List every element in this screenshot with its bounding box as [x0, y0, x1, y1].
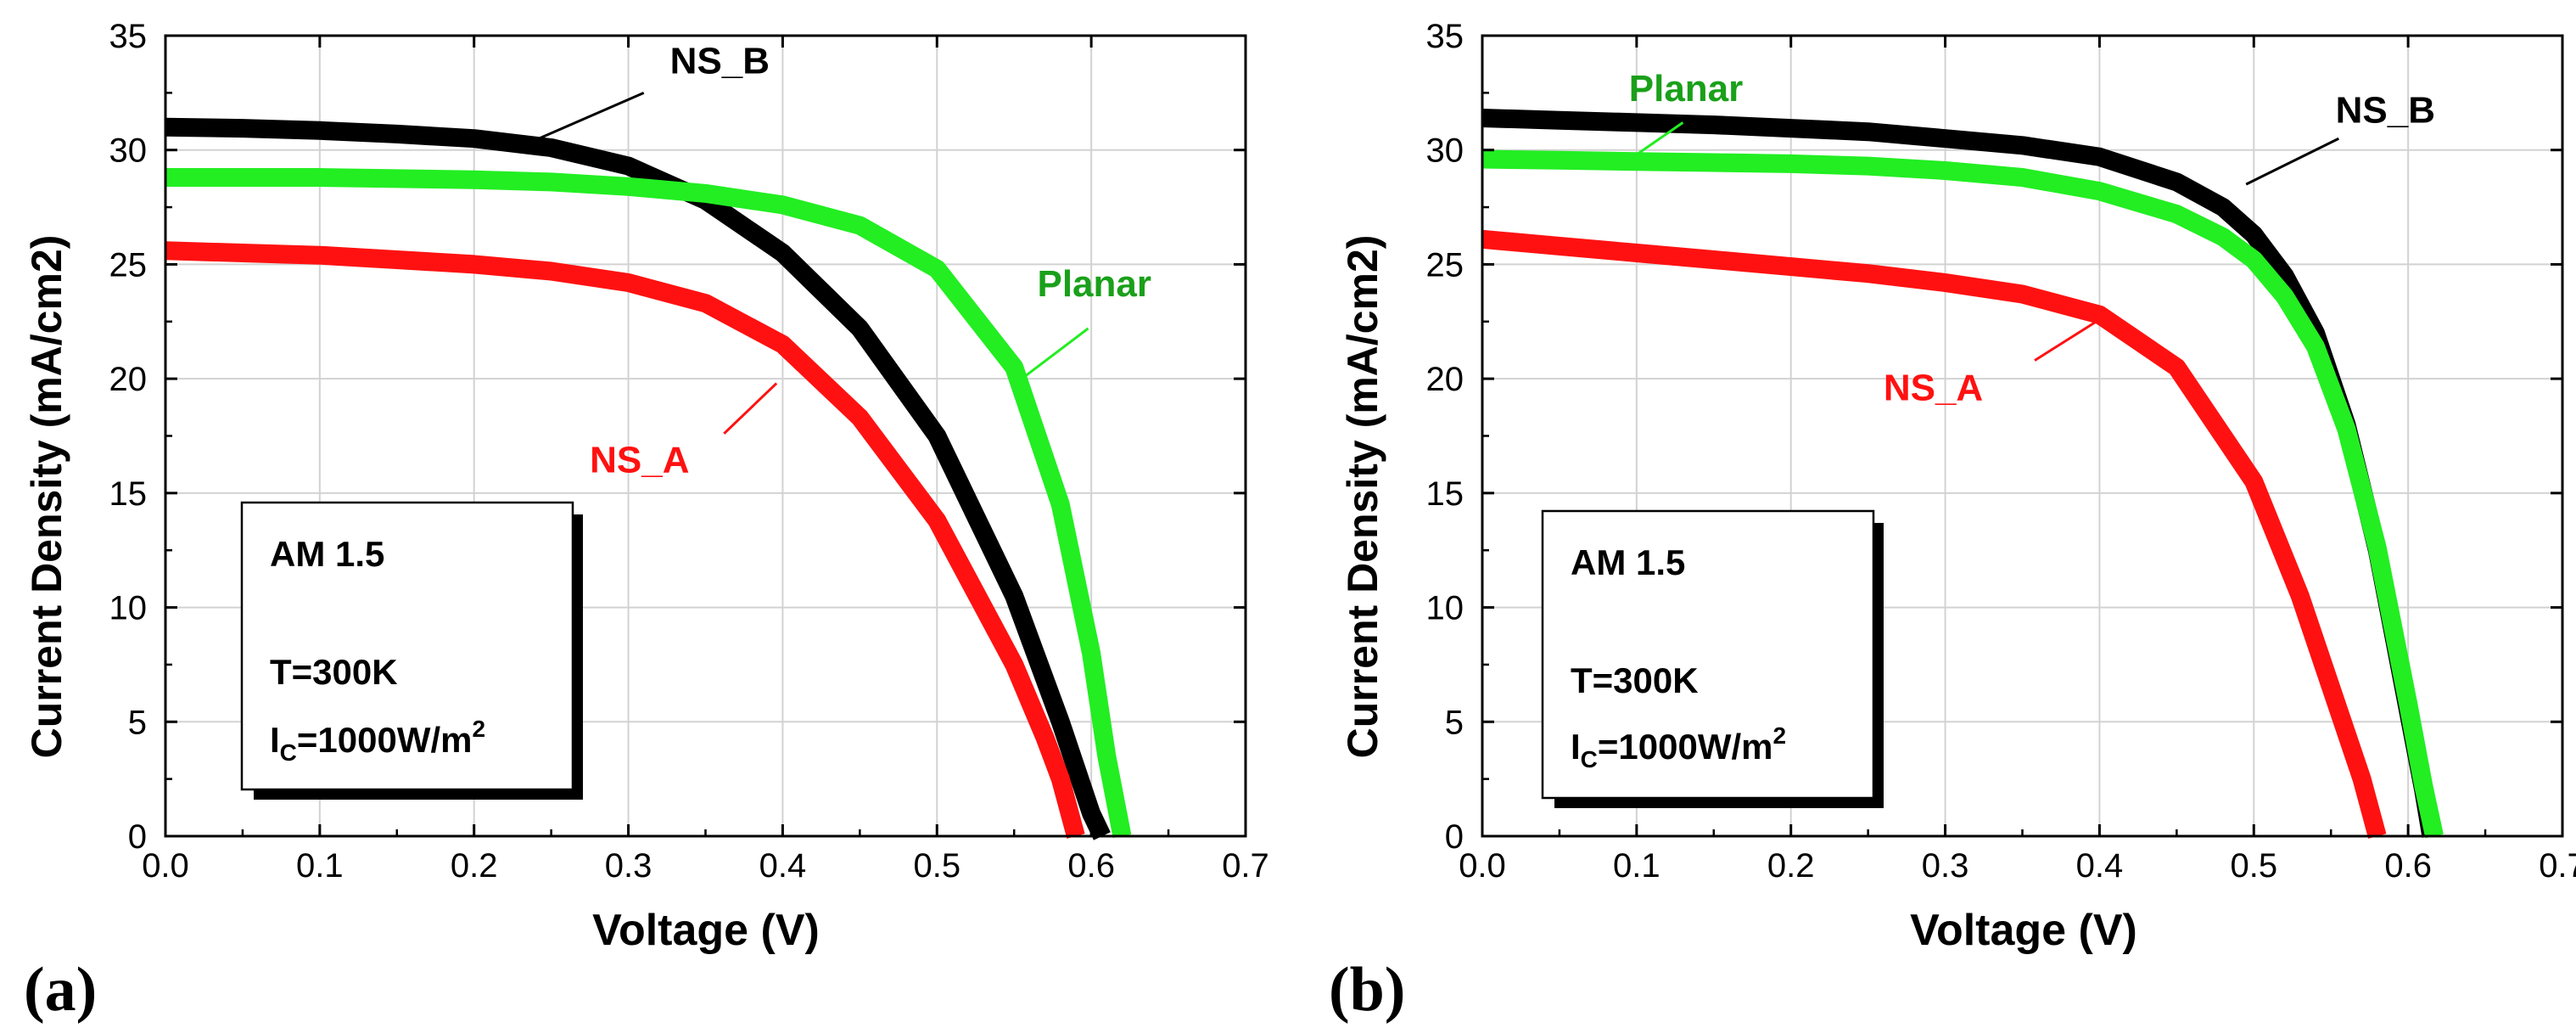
chart-b-x-axis-label: Voltage (V): [1910, 906, 2137, 955]
chart-a-x-tick-label: 0.3: [605, 847, 652, 885]
chart-b-y-tick-label: 10: [1426, 590, 1464, 627]
chart-b-tick-labels: 0.0 0.1 0.2 0.3 0.4 0.5 0.6 0.7 0 5 10 15 20 25 30 35: [1426, 18, 2576, 885]
chart-b-annotation-planar-label: Planar: [1629, 68, 1744, 110]
chart-a-annotation-ns-a-leader: [723, 382, 778, 435]
chart-b-info-box-border: [1541, 509, 1875, 800]
chart-b-info-box: AM 1.5 T=300K IC=1000W/m2: [1541, 509, 1884, 808]
chart-b-annotation-ns-b-leader: [2245, 137, 2339, 186]
chart-b-annotation-ns-a-leader: [2034, 313, 2108, 362]
chart-a-info-box: AM 1.5 T=300K IC=1000W/m2: [240, 501, 583, 800]
chart-b-irradiance-symbol: I: [1571, 727, 1581, 767]
chart-a-x-tick-label: 0.6: [1067, 847, 1115, 885]
chart-panel-b: 0.0 0.1 0.2 0.3 0.4 0.5 0.6 0.7 0 5 10 15 20 25 30 35 P…: [1329, 18, 2576, 1025]
chart-a-annotation-planar-leader: [1015, 327, 1089, 385]
chart-a-annotation-labels: NS_B Planar NS_A: [590, 40, 1151, 480]
chart-a-annotation-planar-label: Planar: [1037, 263, 1151, 305]
chart-a-annotation-ns-b-leader: [512, 91, 645, 152]
chart-a-y-tick-label: 20: [109, 361, 148, 398]
chart-a-x-tick-label: 0.0: [142, 847, 189, 885]
chart-b-x-tick-label: 0.6: [2384, 847, 2432, 885]
chart-b-y-tick-label: 0: [1445, 818, 1464, 856]
chart-b-irradiance-value: =1000W/m: [1598, 727, 1773, 767]
chart-b-x-tick-label: 0.0: [1459, 847, 1506, 885]
chart-a-series-ns-a-line: [165, 241, 1085, 839]
chart-b-irradiance-superscript: 2: [1773, 722, 1787, 749]
chart-a-annotation-ns-b-label: NS_B: [670, 40, 770, 81]
chart-b-y-tick-label: 15: [1426, 475, 1464, 513]
chart-a-irradiance-subscript: C: [280, 739, 297, 766]
chart-a-y-tick-label: 30: [109, 132, 148, 170]
chart-a-irradiance-value: =1000W/m: [297, 720, 473, 760]
chart-a-ticks: [164, 34, 1247, 838]
chart-b-annotation-leaders: [1636, 121, 2339, 362]
chart-a-y-tick-label: 0: [128, 818, 147, 856]
chart-b-x-tick-label: 0.4: [2076, 847, 2124, 885]
chart-a-irradiance-symbol: I: [270, 720, 280, 760]
chart-a-info-line-irradiance: IC=1000W/m2: [270, 716, 485, 766]
chart-a-series-planar-line: [165, 168, 1132, 839]
chart-a-x-tick-label: 0.4: [759, 847, 807, 885]
chart-a-irradiance-superscript: 2: [473, 716, 486, 742]
chart-b-x-tick-label: 0.2: [1767, 847, 1815, 885]
chart-a-y-tick-label: 25: [109, 246, 148, 284]
chart-b-irradiance-subscript: C: [1581, 746, 1598, 772]
chart-a-tick-labels: 0.0 0.1 0.2 0.3 0.4 0.5 0.6 0.7 0 5 10 15 20 25 30 35: [109, 18, 1269, 885]
chart-a-y-tick-label: 35: [109, 18, 148, 55]
chart-b-info-line-am: AM 1.5: [1571, 542, 1685, 582]
chart-b-x-tick-label: 0.1: [1613, 847, 1660, 885]
chart-b-series-lines: [1481, 109, 2444, 839]
chart-b-series-planar-line: [1481, 149, 2444, 839]
chart-b-annotation-labels: Planar NS_B NS_A: [1629, 68, 2435, 409]
chart-a-series-lines: [165, 117, 1132, 840]
chart-b-y-axis-label: Current Density (mA/cm2): [1339, 235, 1386, 759]
chart-b-y-tick-label: 25: [1426, 246, 1464, 284]
chart-b-x-tick-label: 0.5: [2230, 847, 2277, 885]
chart-a-annotation-leaders: [512, 91, 1089, 435]
chart-a-x-axis-label: Voltage (V): [592, 906, 820, 955]
chart-a-info-line-am: AM 1.5: [270, 534, 384, 574]
chart-b-y-tick-label: 5: [1445, 704, 1464, 741]
chart-a-x-tick-label: 0.1: [296, 847, 344, 885]
chart-a-y-tick-label: 10: [109, 590, 148, 627]
chart-b-annotation-planar-leader: [1636, 121, 1684, 156]
chart-a-annotation-ns-a-label: NS_A: [590, 440, 689, 481]
chart-a-x-tick-label: 0.7: [1222, 847, 1269, 885]
chart-a-y-tick-label: 5: [128, 704, 147, 741]
chart-a-y-axis-label: Current Density (mA/cm2): [23, 235, 70, 759]
chart-b-info-line-temperature: T=300K: [1571, 660, 1699, 700]
chart-panel-a: 0.0 0.1 0.2 0.3 0.4 0.5 0.6 0.7 0 5 10 15 20 25 30 35 N…: [23, 18, 1269, 1025]
chart-b-series-ns-a-line: [1481, 229, 2387, 839]
chart-b-ticks: [1481, 34, 2564, 838]
chart-b-y-tick-label: 30: [1426, 132, 1464, 170]
chart-b-x-tick-label: 0.7: [2539, 847, 2576, 885]
chart-b-y-tick-label: 20: [1426, 361, 1464, 398]
chart-b-x-tick-label: 0.3: [1922, 847, 1969, 885]
chart-b-annotation-ns-b-label: NS_B: [2336, 89, 2435, 131]
chart-b-info-line-irradiance: IC=1000W/m2: [1571, 722, 1786, 772]
panel-label-b: (b): [1329, 955, 1405, 1025]
chart-a-info-box-border: [240, 501, 574, 791]
chart-a-y-tick-label: 15: [109, 475, 148, 513]
panel-label-a: (a): [24, 955, 97, 1025]
chart-b-annotation-ns-a-label: NS_A: [1884, 368, 1983, 409]
chart-a-info-line-temperature: T=300K: [270, 652, 398, 692]
chart-b-y-tick-label: 35: [1426, 18, 1464, 55]
chart-a-x-tick-label: 0.5: [913, 847, 960, 885]
chart-a-x-tick-label: 0.2: [451, 847, 498, 885]
